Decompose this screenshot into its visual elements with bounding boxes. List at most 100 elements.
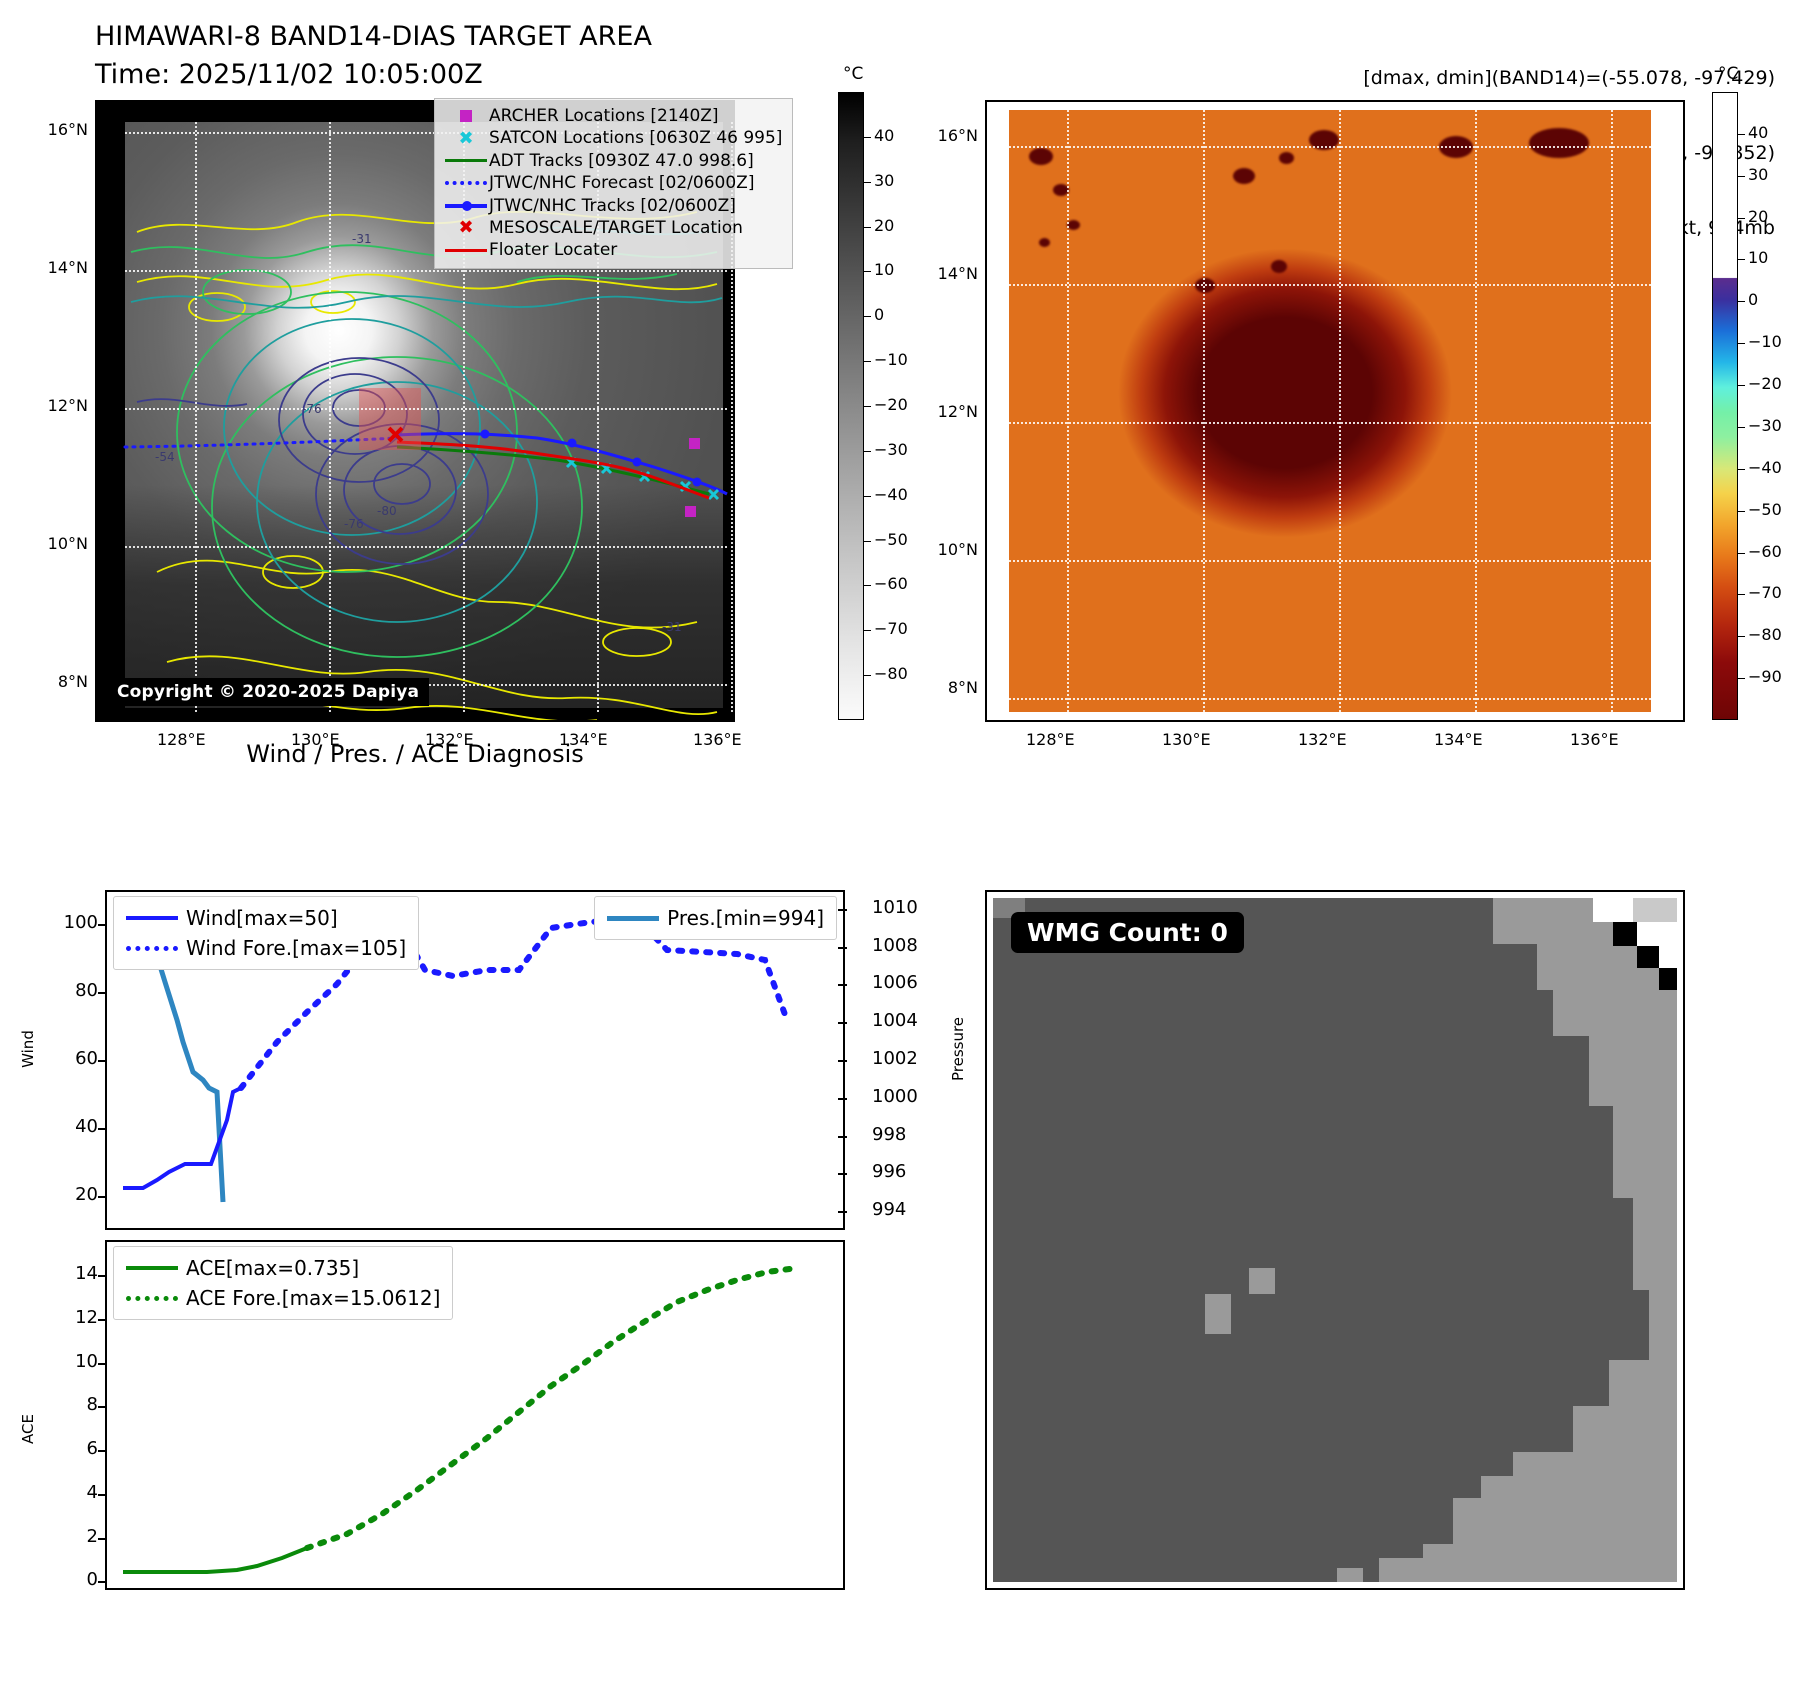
- solid-line-icon: [607, 915, 667, 921]
- wind-pressure-chart[interactable]: Wind[max=50] Wind Fore.[max=105] Pres.[m…: [105, 890, 845, 1230]
- y-tick-label: 4: [86, 1481, 98, 1503]
- y-tick-label: 2: [86, 1525, 98, 1547]
- legend-item-ace-forecast[interactable]: ACE Fore.[max=15.0612]: [126, 1283, 440, 1313]
- wind-series: [123, 1086, 242, 1190]
- colorbar-tickmark: [1738, 385, 1745, 387]
- y-tickmark: [98, 1450, 107, 1452]
- colorbar-tick-label: −60: [874, 574, 908, 594]
- y-tickmark: [98, 1128, 107, 1130]
- solid-line-icon: [126, 1266, 186, 1270]
- dotted-line-icon: [443, 181, 489, 186]
- colorbar-tickmark: [1738, 259, 1745, 261]
- colorbar-tickmark: [864, 450, 871, 452]
- y-tick-label: 60: [75, 1048, 98, 1069]
- colorbar-tick-label: 30: [1748, 164, 1769, 184]
- colorbar-tick-label: −60: [1748, 541, 1782, 561]
- wmg-panel[interactable]: WMG Count: 0: [985, 890, 1685, 1590]
- y-tick-label: 12: [75, 1306, 98, 1328]
- legend-label: ACE[max=0.735]: [186, 1256, 360, 1280]
- y-tickmark: [98, 1362, 107, 1365]
- y-tickmark: [838, 1135, 847, 1138]
- awv-lat-tick: 8°N: [947, 678, 978, 697]
- colorbar-tick-label: −40: [874, 484, 908, 504]
- y-tickmark: [98, 1318, 107, 1321]
- awv-lon-tick: 134°E: [1434, 730, 1483, 749]
- awv-lat-tick: 16°N: [937, 126, 978, 145]
- colorbar-tickmark: [1738, 343, 1745, 345]
- y-tickmark: [838, 1211, 847, 1214]
- legend-item-jtwc-forecast[interactable]: JTWC/NHC Forecast [02/0600Z]: [443, 172, 782, 194]
- wmg-raster: [993, 898, 1677, 1582]
- colorbar-tick-label: 10: [874, 260, 895, 280]
- y-tick-label: 14: [75, 1263, 98, 1284]
- dmax-band14-line: [dmax, dmin](BAND14)=(-55.078, -97.429): [1363, 67, 1775, 89]
- awv-lat-tick: 10°N: [937, 540, 978, 559]
- ir-lon-tick: 130°E: [291, 730, 340, 749]
- legend-item-adt-tracks[interactable]: ADT Tracks [0930Z 47.0 998.6]: [443, 150, 782, 172]
- legend-label: Pres.[min=994]: [667, 906, 824, 930]
- wind-legend[interactable]: Wind[max=50] Wind Fore.[max=105]: [113, 896, 420, 970]
- colorbar-tickmark: [1738, 468, 1745, 470]
- y-tick-label: 1010: [872, 896, 918, 918]
- colorbar-tickmark: [1738, 133, 1745, 135]
- y-tickmark: [838, 1173, 847, 1176]
- ir-band14-panel[interactable]: -76 -76 -31 -31 -54 -80 Copyright © 2020…: [95, 98, 794, 722]
- awv-colorbar-unit: °C: [1718, 64, 1739, 84]
- legend-label: ARCHER Locations [2140Z]: [489, 106, 719, 126]
- legend-item-pressure[interactable]: Pres.[min=994]: [607, 903, 824, 933]
- y-tick-label: 1004: [872, 1010, 918, 1032]
- contour-label: -80: [377, 504, 397, 518]
- ir-colorbar: [838, 92, 864, 720]
- y-tick-label: 40: [75, 1116, 98, 1137]
- ace-chart[interactable]: ACE[max=0.735] ACE Fore.[max=15.0612]: [105, 1240, 845, 1590]
- title-line: HIMAWARI-8 BAND14-DIAS TARGET AREA: [95, 21, 652, 52]
- ir-lon-tick: 128°E: [157, 730, 206, 749]
- y-tickmark: [98, 1196, 107, 1198]
- colorbar-tick-label: 40: [1748, 122, 1769, 142]
- legend-item-floater[interactable]: Floater Locater: [443, 239, 782, 261]
- ace-axis-label: ACE: [19, 1414, 37, 1444]
- ace-legend[interactable]: ACE[max=0.735] ACE Fore.[max=15.0612]: [113, 1246, 454, 1320]
- colorbar-tickmark: [1738, 175, 1745, 177]
- dotted-line-icon: [126, 1295, 186, 1301]
- y-tick-label: 10: [75, 1350, 98, 1372]
- colorbar-tickmark: [864, 181, 871, 183]
- y-tickmark: [98, 924, 107, 926]
- colorbar-tickmark: [1738, 510, 1745, 512]
- y-tick-label: 0: [86, 1569, 98, 1591]
- ir-lat-tick: 10°N: [47, 534, 88, 553]
- dotted-line-icon: [126, 945, 186, 951]
- legend-item-archer[interactable]: ARCHER Locations [2140Z]: [443, 105, 782, 127]
- y-tick-label: 996: [872, 1161, 907, 1183]
- y-tick-label: 6: [86, 1438, 98, 1459]
- legend-item-mesoscale[interactable]: ✖ MESOSCALE/TARGET Location: [443, 217, 782, 239]
- awv-lon-tick: 130°E: [1162, 730, 1211, 749]
- colorbar-tick-label: −30: [1748, 415, 1782, 435]
- ir-lon-tick: 134°E: [559, 730, 608, 749]
- pressure-axis-label: Pressure: [949, 1016, 967, 1082]
- colorbar-tick-label: −20: [1748, 374, 1782, 394]
- y-tick-label: 1002: [872, 1048, 918, 1069]
- colorbar-tick-label: −30: [874, 439, 908, 459]
- legend-label: Wind Fore.[max=105]: [186, 936, 407, 960]
- legend-item-wind-forecast[interactable]: Wind Fore.[max=105]: [126, 933, 406, 963]
- colorbar-tickmark: [864, 271, 871, 273]
- solid-line-icon: [126, 916, 186, 920]
- legend-item-satcon[interactable]: ✖ SATCON Locations [0630Z 46 995]: [443, 127, 782, 149]
- y-tickmark: [838, 1060, 847, 1062]
- awv-panel[interactable]: [985, 100, 1685, 722]
- pressure-legend[interactable]: Pres.[min=994]: [594, 896, 837, 940]
- contour-label: -54: [155, 450, 175, 464]
- colorbar-tick-label: −20: [874, 395, 908, 414]
- contour-label: -31: [352, 232, 372, 246]
- ir-panel-legend[interactable]: ARCHER Locations [2140Z] ✖ SATCON Locati…: [434, 98, 794, 269]
- colorbar-tickmark: [1738, 678, 1745, 680]
- legend-label: SATCON Locations [0630Z 46 995]: [489, 128, 783, 149]
- legend-item-jtwc-tracks[interactable]: JTWC/NHC Tracks [02/0600Z]: [443, 195, 782, 217]
- colorbar-tickmark: [864, 675, 871, 677]
- colorbar-tick-label: −80: [874, 664, 908, 684]
- legend-item-wind[interactable]: Wind[max=50]: [126, 903, 406, 933]
- y-tickmark: [838, 946, 847, 949]
- ace-series: [123, 1546, 308, 1574]
- legend-item-ace[interactable]: ACE[max=0.735]: [126, 1253, 440, 1283]
